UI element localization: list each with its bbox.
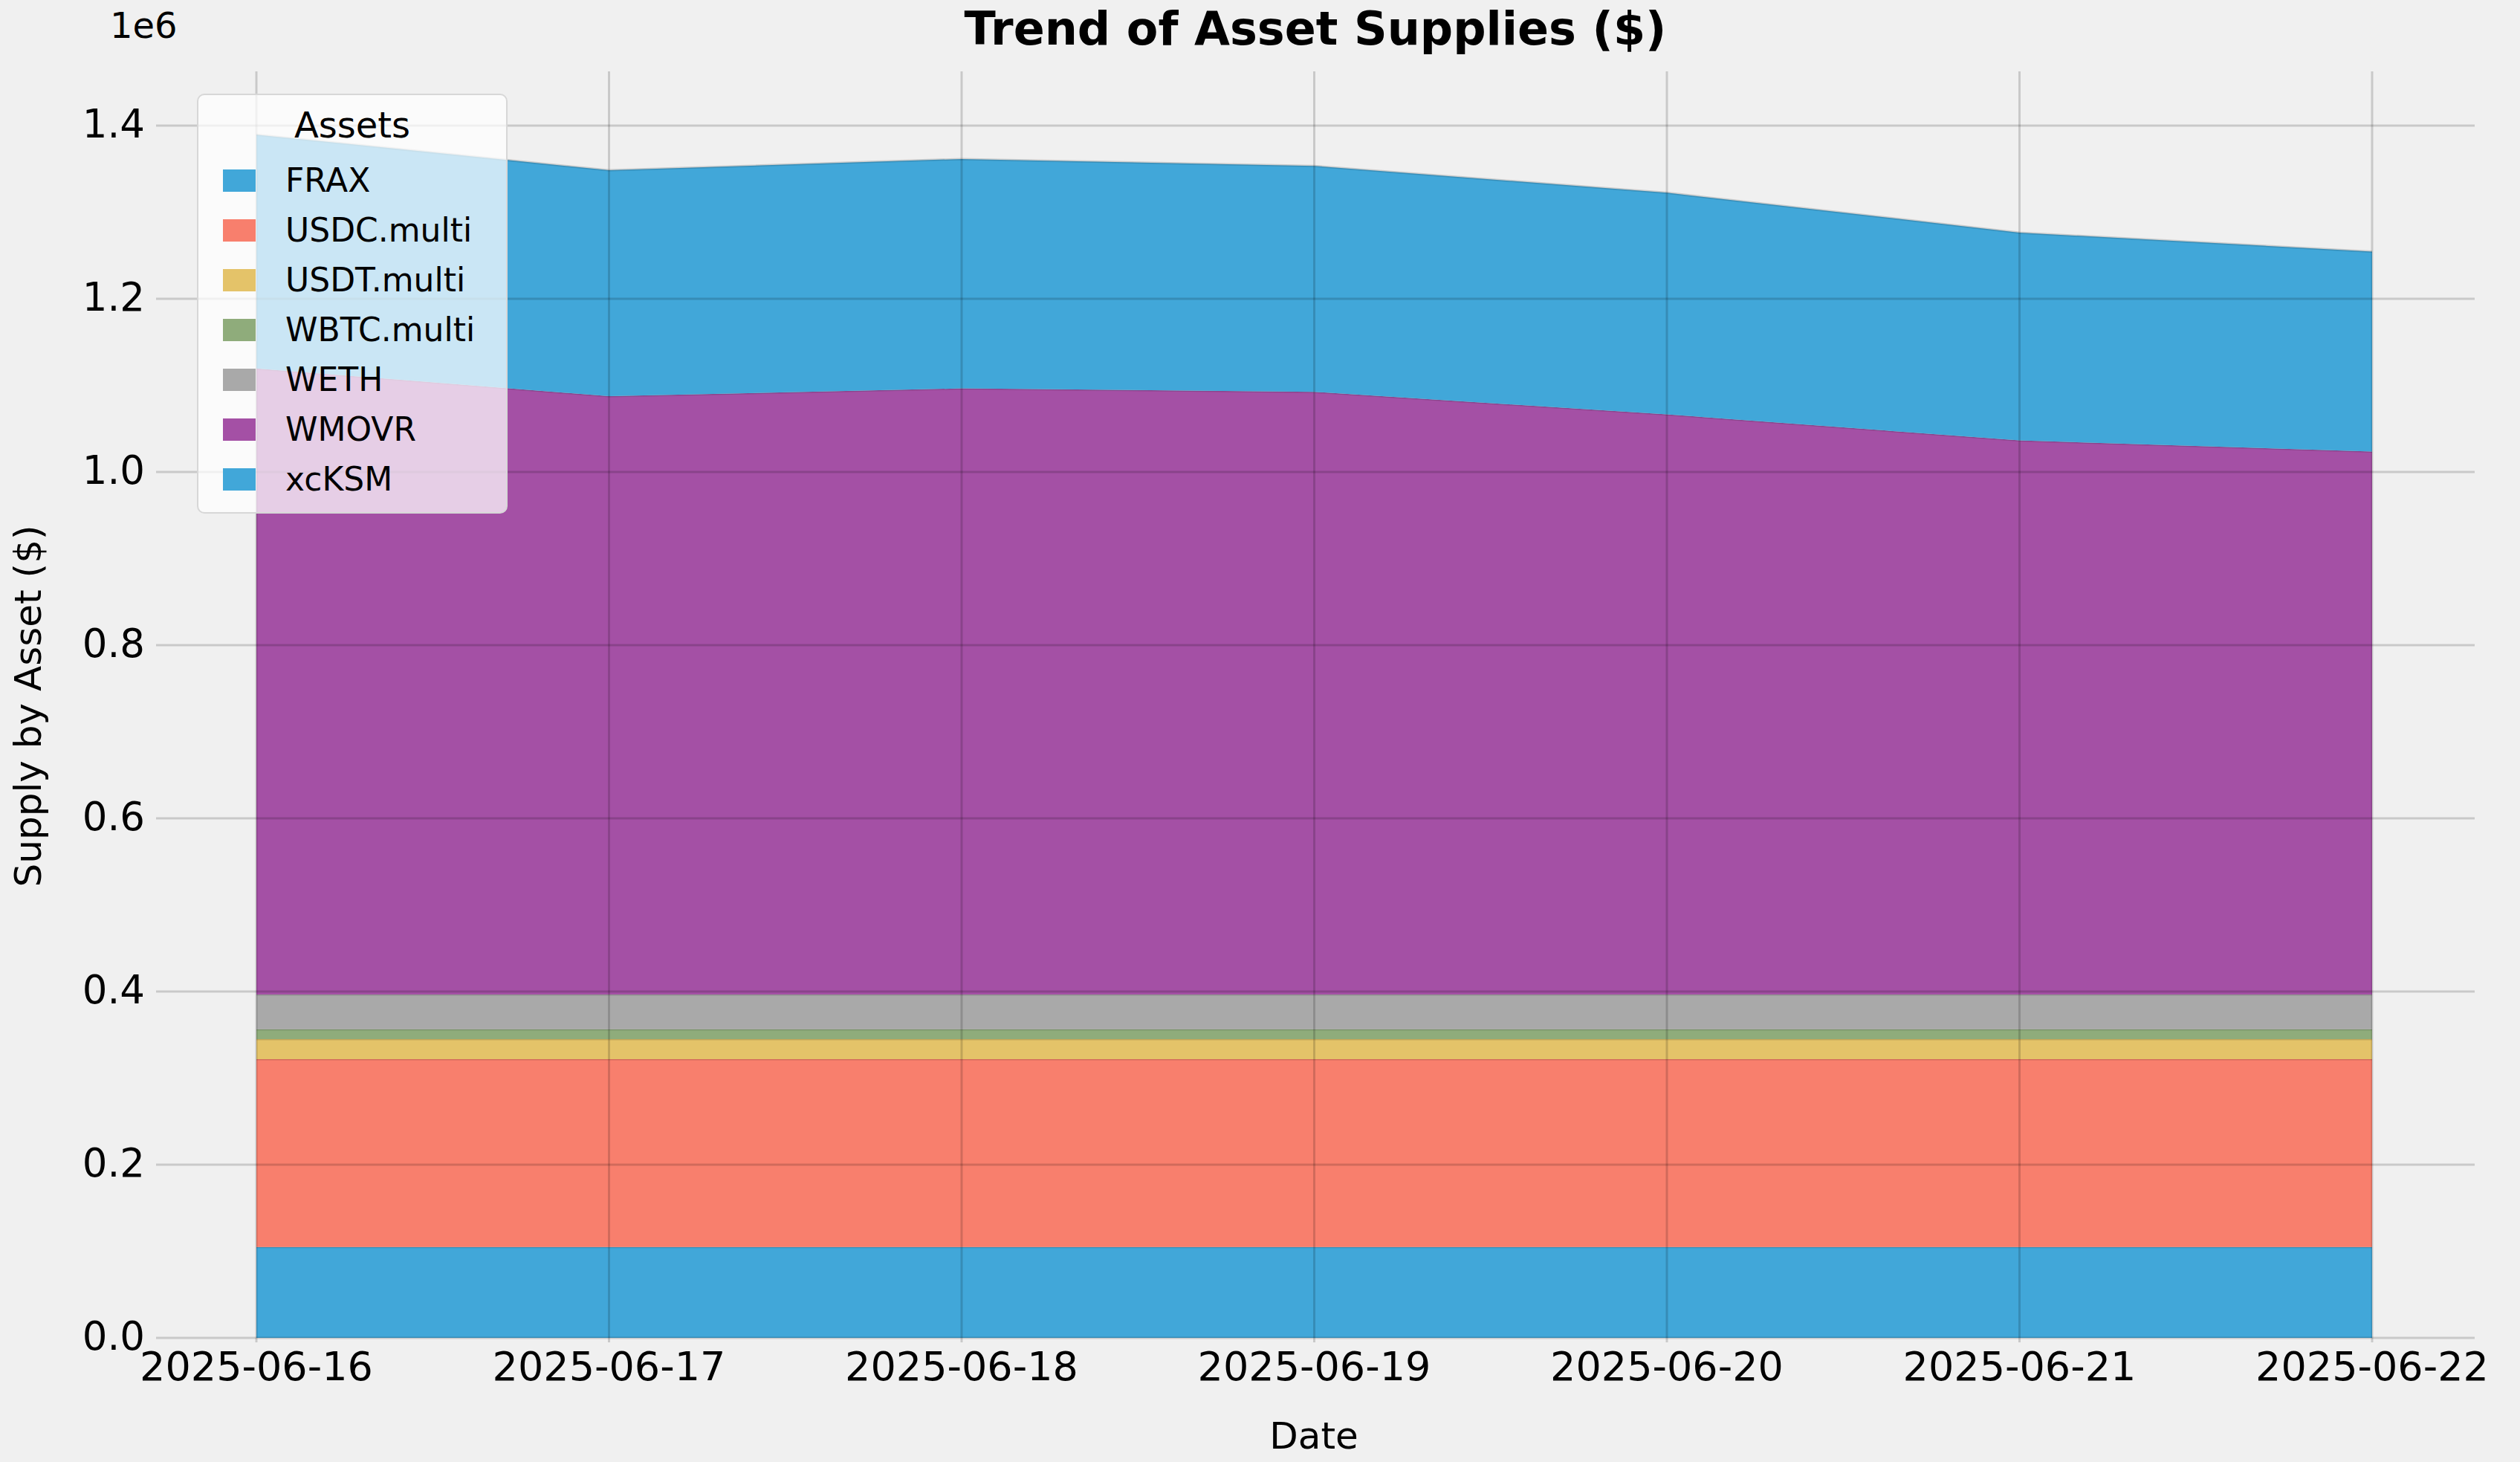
- y-tick-label: 0.0: [0, 1316, 145, 1356]
- figure: Trend of Asset Supplies ($) 1e6 Supply b…: [0, 0, 2520, 1462]
- x-tick-label: 2025-06-19: [1198, 1347, 1431, 1387]
- legend-item-USDT.multi: USDT.multi: [198, 256, 506, 305]
- legend-items: FRAX USDC.multi USDT.multi WBTC.multi WETH WM…: [198, 156, 506, 505]
- y-tick-label: 0.8: [0, 624, 145, 663]
- chart-title: Trend of Asset Supplies ($): [965, 1, 1667, 56]
- legend-item-WBTC.multi: WBTC.multi: [198, 305, 506, 355]
- legend-label: WETH: [285, 363, 383, 396]
- legend-item-USDC.multi: USDC.multi: [198, 206, 506, 256]
- legend-title: Assets: [198, 104, 506, 147]
- legend-item-xcKSM: xcKSM: [198, 455, 506, 505]
- x-tick-label: 2025-06-21: [1903, 1347, 2137, 1387]
- y-tick-label: 0.4: [0, 970, 145, 1009]
- legend-swatch-icon: [223, 369, 256, 391]
- legend-swatch-icon: [223, 418, 256, 441]
- legend-label: WMOVR: [285, 413, 416, 446]
- legend-label: xcKSM: [285, 463, 392, 496]
- legend-label: WBTC.multi: [285, 314, 475, 346]
- y-tick-label: 1.4: [0, 104, 145, 143]
- y-axis-offset-label: 1e6: [110, 4, 178, 46]
- y-tick-label: 1.0: [0, 450, 145, 490]
- legend: Assets FRAX USDC.multi USDT.multi WBTC.mult…: [197, 94, 508, 514]
- x-tick-label: 2025-06-18: [845, 1347, 1078, 1387]
- legend-item-WMOVR: WMOVR: [198, 405, 506, 455]
- x-tick-label: 2025-06-22: [2255, 1347, 2489, 1387]
- legend-swatch-icon: [223, 269, 256, 291]
- x-tick-label: 2025-06-17: [493, 1347, 726, 1387]
- legend-label: USDC.multi: [285, 214, 472, 247]
- y-tick-label: 0.6: [0, 797, 145, 836]
- y-tick-label: 0.2: [0, 1143, 145, 1183]
- legend-swatch-icon: [223, 219, 256, 242]
- legend-swatch-icon: [223, 169, 256, 192]
- legend-swatch-icon: [223, 468, 256, 491]
- x-tick-label: 2025-06-20: [1550, 1347, 1784, 1387]
- legend-item-FRAX: FRAX: [198, 156, 506, 206]
- legend-swatch-icon: [223, 319, 256, 341]
- legend-label: USDT.multi: [285, 264, 465, 297]
- x-tick-label: 2025-06-16: [140, 1347, 373, 1387]
- y-tick-label: 1.2: [0, 277, 145, 317]
- legend-label: FRAX: [285, 164, 370, 197]
- x-axis-label: Date: [1269, 1414, 1358, 1458]
- legend-item-WETH: WETH: [198, 355, 506, 405]
